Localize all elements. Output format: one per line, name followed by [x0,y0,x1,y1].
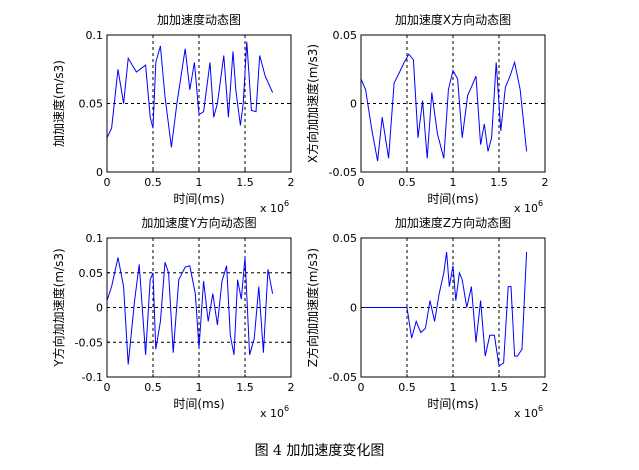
y-tick-label: 0 [350,98,357,111]
chart-title: 加加速度Y方向动态图 [141,215,256,230]
x-tick-label: 1 [196,176,203,189]
x-axis-label: 时间(ms) [427,397,478,411]
x-tick-label: 2 [542,176,549,189]
y-axis-label: 加加速度(m/s3) [51,60,66,147]
x-tick-label: 1.5 [236,176,254,189]
x-axis-label: 时间(ms) [427,192,478,206]
x-tick-label: 1.5 [490,381,508,394]
y-tick-label: 0 [96,302,103,315]
y-tick-label: -0.05 [75,336,103,349]
figure-caption: 图 4 加加速度变化图 [254,443,385,459]
x-tick-label: 1 [450,176,457,189]
x-axis-label: 时间(ms) [173,397,224,411]
x-tick-label: 2 [288,176,295,189]
x-tick-label: 2 [288,381,295,394]
x-tick-label: 1.5 [236,381,254,394]
y-tick-label: 0 [96,166,103,179]
x-tick-label: 0 [358,381,365,394]
x-tick-label: 0.5 [144,381,162,394]
x-axis-label: 时间(ms) [173,192,224,206]
chart-3: 0 0.5 1 1.5 2 -0.1 -0.05 0 0.05 0.1 加加速度Y方向动态图时间(m… [51,215,295,420]
series-line [106,257,274,365]
x-tick-label: 1.5 [490,176,508,189]
x-tick-label: 0 [358,176,365,189]
y-tick-label: 0.1 [86,29,104,42]
x-tick-label: 0.5 [144,176,162,189]
y-tick-label: 0.05 [333,29,358,42]
y-tick-label: 0.1 [86,232,104,245]
series-line [106,41,274,148]
x-tick-label: 0 [104,176,111,189]
x-tick-label: 1 [196,381,203,394]
y-axis-label: Z方向加加速度(m/s3) [305,248,320,367]
y-tick-label: 0.05 [79,267,104,280]
x-exponent-label: x 106 [514,199,543,215]
y-tick-label: -0.05 [329,166,357,179]
chart-title: 加加速度动态图 [157,12,241,27]
y-tick-label: 0.05 [333,232,358,245]
x-tick-label: 0.5 [398,381,416,394]
x-exponent-label: x 106 [514,404,543,420]
y-tick-label: 0 [350,302,357,315]
y-tick-label: -0.1 [82,371,103,384]
x-exponent-label: x 106 [260,404,289,420]
y-tick-label: -0.05 [329,371,357,384]
y-axis-label: X方向加加速度(m/s3) [305,44,320,163]
x-tick-label: 1 [450,381,457,394]
series-line [360,53,528,162]
chart-title: 加加速度X方向动态图 [395,12,511,27]
series-line [361,251,528,367]
x-exponent-label: x 106 [260,199,289,215]
x-tick-label: 2 [542,381,549,394]
x-tick-label: 0.5 [398,176,416,189]
y-axis-label: Y方向加加速度(m/s3) [51,248,66,367]
x-tick-label: 0 [104,381,111,394]
y-tick-label: 0.05 [79,98,104,111]
chart-title: 加加速度Z方向动态图 [395,215,511,230]
